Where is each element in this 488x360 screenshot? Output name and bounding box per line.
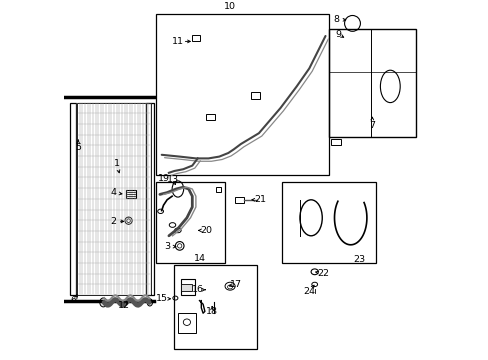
Bar <box>250 92 260 99</box>
Text: 14: 14 <box>193 254 205 263</box>
Text: 16: 16 <box>191 285 203 294</box>
Text: 10: 10 <box>224 2 236 11</box>
Text: 6: 6 <box>70 296 76 305</box>
Text: 22: 22 <box>317 269 329 278</box>
Text: 5: 5 <box>75 143 81 152</box>
Bar <box>181 279 195 295</box>
Text: 3: 3 <box>163 242 170 251</box>
Text: 19: 19 <box>157 174 169 183</box>
Text: 1: 1 <box>114 159 120 168</box>
Bar <box>181 284 191 291</box>
Text: 7: 7 <box>368 122 374 130</box>
Bar <box>70 103 76 295</box>
Text: 11: 11 <box>172 37 183 46</box>
Text: 13: 13 <box>166 175 178 184</box>
Text: 24: 24 <box>303 287 315 296</box>
Text: 21: 21 <box>254 195 266 204</box>
Text: 23: 23 <box>353 255 365 264</box>
Bar <box>146 103 154 295</box>
Bar <box>330 139 340 145</box>
Text: 12: 12 <box>118 302 130 310</box>
Ellipse shape <box>100 298 107 307</box>
Bar <box>178 313 196 333</box>
Bar <box>235 197 244 203</box>
Text: 15: 15 <box>155 294 167 303</box>
Text: 4: 4 <box>110 188 116 197</box>
Text: 20: 20 <box>200 226 212 235</box>
Bar <box>125 190 136 198</box>
Text: 17: 17 <box>229 280 241 289</box>
Text: 2: 2 <box>110 217 116 226</box>
Text: 9: 9 <box>334 30 341 39</box>
Text: 8: 8 <box>333 15 339 24</box>
Bar <box>205 114 215 120</box>
Ellipse shape <box>147 299 152 306</box>
Bar <box>192 35 200 41</box>
Bar <box>215 187 221 192</box>
Text: 18: 18 <box>205 307 218 316</box>
